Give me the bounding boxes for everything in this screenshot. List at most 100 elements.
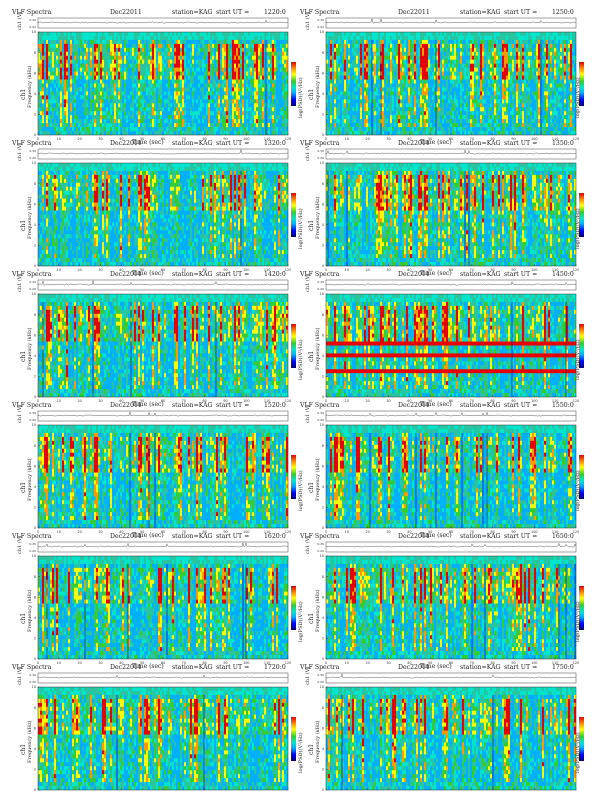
spectrogram-cell (216, 107, 219, 112)
spectrogram-cell (394, 123, 397, 128)
spectrogram-cell (382, 95, 385, 100)
spectrogram-cell (570, 35, 573, 40)
spectrogram-cell (210, 51, 213, 56)
spectrogram-cell (428, 59, 431, 64)
spectrogram-cell (364, 131, 367, 136)
spectrogram-cell (446, 71, 449, 76)
spectrogram-cell (572, 91, 575, 96)
spectrogram-cell (352, 43, 355, 48)
spectrogram-cell (364, 87, 367, 92)
spectrogram-cell (408, 111, 411, 116)
spectrogram-cell (514, 107, 517, 112)
spectrogram-cell (356, 127, 359, 132)
spectrogram-cell (286, 35, 289, 40)
spectrogram-cell (88, 79, 91, 84)
spectrogram-cell (332, 95, 335, 100)
spectrogram-cell (240, 55, 243, 60)
spectrogram-cell (436, 43, 439, 48)
spectrogram-cell (470, 123, 473, 128)
spectrogram-cell (162, 87, 165, 92)
spectrogram-cell (80, 103, 83, 108)
spectrogram-cell (352, 87, 355, 92)
spectrogram-cell (268, 67, 271, 72)
spectrogram-cell (418, 71, 421, 76)
spectrogram-cell (328, 99, 331, 104)
spectrogram-cell (478, 79, 481, 84)
spectrogram-cell (516, 55, 519, 60)
spectrogram-cell (432, 59, 435, 64)
spectrogram-cell (60, 103, 63, 108)
spectrogram-cell (436, 107, 439, 112)
spectrogram-cell (348, 43, 351, 48)
spectrogram-cell (54, 131, 57, 136)
spectrogram-cell (478, 67, 481, 72)
spectrogram-cell (142, 87, 145, 92)
spectrogram-cell (60, 43, 63, 48)
spectrogram-cell (372, 47, 375, 52)
spectrogram-cell (564, 47, 567, 52)
spectrogram-cell (510, 131, 513, 136)
spectrogram-cell (512, 39, 515, 44)
spectrogram-cell (372, 79, 375, 84)
spectrogram-cell (474, 103, 477, 108)
spectrogram-cell (260, 75, 263, 80)
spectrogram-cell (340, 51, 343, 56)
spectrogram-cell (532, 115, 535, 120)
spectrogram-cell (482, 107, 485, 112)
spectrogram-cell (188, 115, 191, 120)
spectrogram-cell (130, 91, 133, 96)
spectrogram-cell (230, 83, 233, 88)
spectrogram-cell (240, 75, 243, 80)
spectrogram-cell (136, 51, 139, 56)
spectrogram-cell (106, 107, 109, 112)
spectrogram-cell (528, 63, 531, 68)
spectrogram-cell (268, 103, 271, 108)
spectrogram-cell (456, 123, 459, 128)
spectrogram-cell (426, 75, 429, 80)
spectrogram-cell (260, 55, 263, 60)
spectrogram-cell (422, 39, 425, 44)
spectrogram-cell (420, 59, 423, 64)
spectrogram-cell (500, 123, 503, 128)
spectrogram-cell (394, 79, 397, 84)
spectrogram-cell (42, 47, 45, 52)
spectrogram-cell (408, 79, 411, 84)
spectrogram-cell (432, 123, 435, 128)
spectrogram-cell (422, 95, 425, 100)
spectrogram-cell (126, 59, 129, 64)
spectrogram-cell (458, 75, 461, 80)
spectrogram-cell (286, 131, 289, 136)
spectrogram-cell (440, 75, 443, 80)
spectrogram-cell (528, 59, 531, 64)
spectrogram-cell (476, 127, 479, 132)
spectrogram-cell (62, 131, 65, 136)
spectrogram-cell (128, 51, 131, 56)
spectrogram-cell (124, 71, 127, 76)
spectrogram-cell (382, 63, 385, 68)
spectrogram-cell (344, 83, 347, 88)
spectrogram-cell (248, 83, 251, 88)
spectrogram-cell (468, 115, 471, 120)
spectrogram-cell (226, 107, 229, 112)
spectrogram-cell (512, 79, 515, 84)
spectrogram-cell (44, 214, 47, 219)
spectrogram-cell (336, 87, 339, 92)
spectrogram-cell (202, 83, 205, 88)
spectrogram-cell (52, 119, 55, 124)
spectrogram-cell (562, 115, 565, 120)
spectrogram-cell (64, 55, 67, 60)
spectrogram-cell (86, 71, 89, 76)
spectrogram-cell (212, 119, 215, 124)
spectrogram-cell (204, 51, 207, 56)
spectrogram-cell (70, 79, 73, 84)
spectrogram-cell (134, 91, 137, 96)
spectrogram-cell (432, 119, 435, 124)
spectrogram-cell (518, 51, 521, 56)
spectrogram-cell (494, 103, 497, 108)
spectrogram-cell (208, 35, 211, 40)
spectrogram-cell (480, 115, 483, 120)
spectrogram-cell (370, 67, 373, 72)
spectrogram-cell (40, 178, 43, 183)
spectrogram-cell (364, 67, 367, 72)
spectrogram-cell (478, 63, 481, 68)
